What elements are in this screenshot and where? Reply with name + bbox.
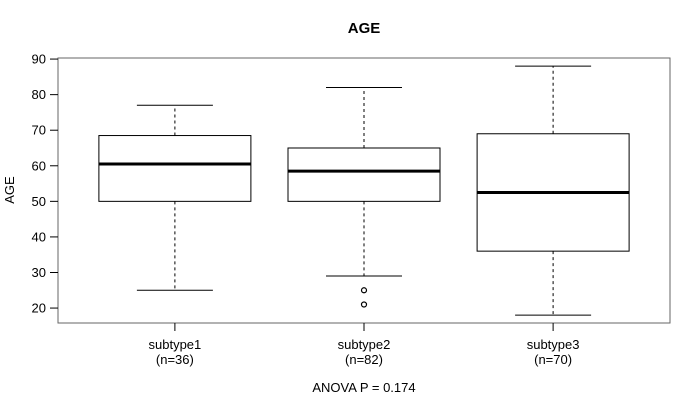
category-label: subtype2 [338,337,391,352]
chart-title: AGE [348,20,381,37]
outlier-point [360,287,368,294]
anova-annotation: ANOVA P = 0.174 [312,380,415,395]
y-tick-label: 80 [32,87,46,102]
iqr-box [287,147,441,202]
y-tick-label: 70 [32,123,46,138]
iqr-box [98,135,252,202]
category-label: subtype3 [527,337,580,352]
y-axis-title: AGE [2,176,17,204]
category-n-label: (n=36) [156,352,194,367]
y-tick-label: 30 [32,265,46,280]
category-n-label: (n=70) [534,352,572,367]
category-label: subtype1 [149,337,202,352]
y-tick-label: 40 [32,229,46,244]
y-tick-label: 50 [32,194,46,209]
outlier-point [360,301,368,308]
y-tick-label: 20 [32,301,46,316]
y-tick-label: 90 [32,52,46,67]
category-n-label: (n=82) [345,352,383,367]
y-tick-label: 60 [32,158,46,173]
chart-layer: 2030405060708090subtype1(n=36)subtype2(n… [32,52,671,367]
